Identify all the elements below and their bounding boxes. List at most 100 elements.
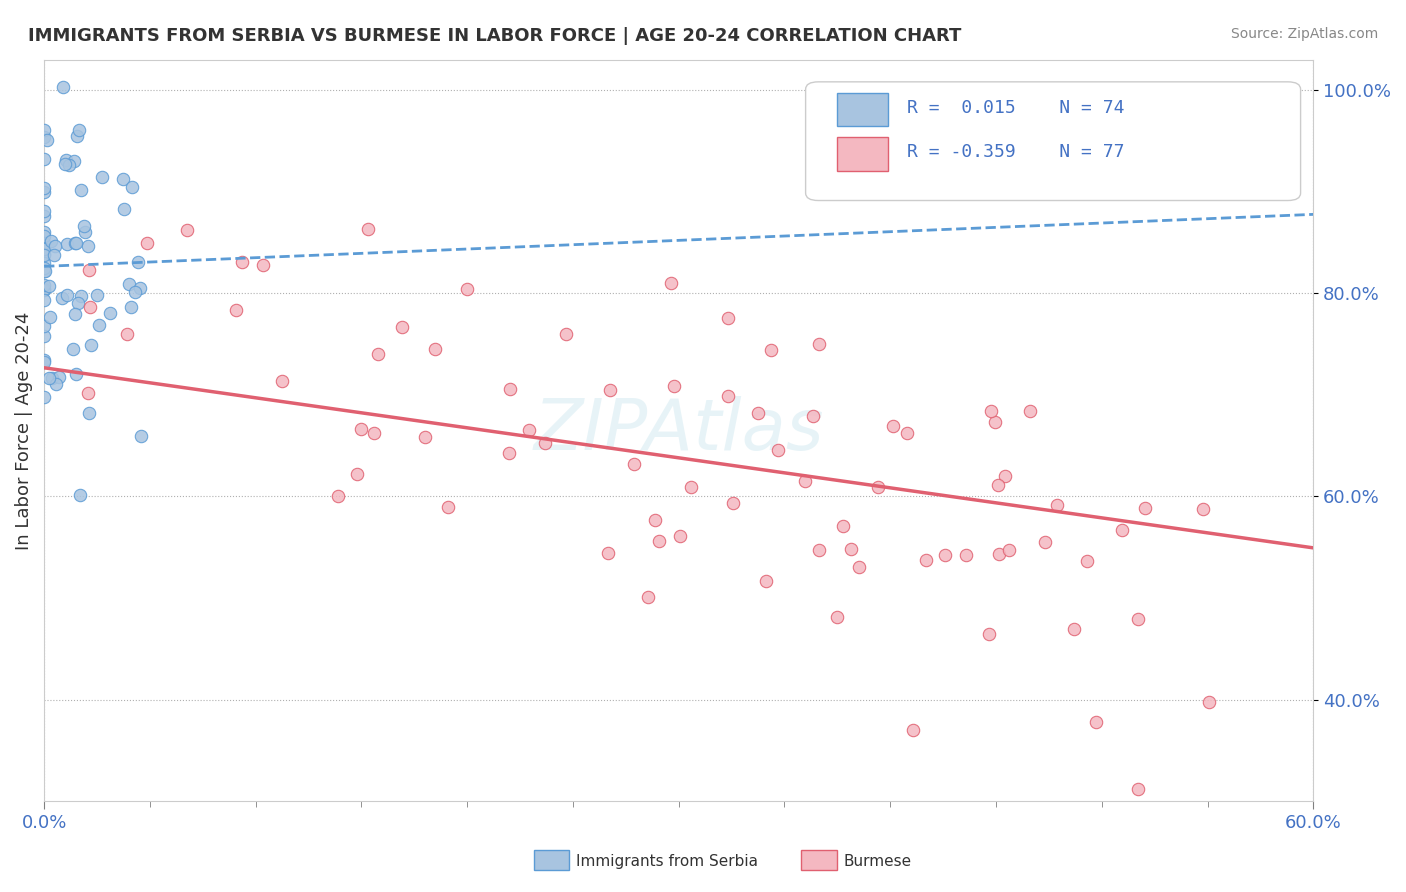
Point — [980, 404, 1002, 418]
Point — [32, 390, 55, 404]
Point — [38, 371, 60, 385]
Point — [124, 285, 146, 299]
Point — [32, 328, 55, 343]
Y-axis label: In Labor Force | Age 20-24: In Labor Force | Age 20-24 — [15, 311, 32, 549]
Point — [659, 277, 682, 291]
Point — [66, 128, 89, 143]
Point — [32, 209, 55, 223]
Point — [1135, 501, 1157, 516]
Point — [70, 183, 93, 197]
Point — [747, 405, 769, 419]
Point — [717, 389, 740, 403]
Point — [55, 153, 77, 168]
Point — [534, 435, 557, 450]
Point — [32, 283, 55, 297]
Point — [363, 426, 385, 441]
Point — [32, 264, 55, 278]
Point — [80, 338, 103, 352]
Point — [1046, 498, 1069, 512]
Point — [32, 186, 55, 200]
Point — [882, 419, 904, 434]
Point — [681, 480, 703, 494]
Point — [839, 542, 862, 557]
Point — [499, 382, 522, 396]
Point — [32, 236, 55, 251]
Point — [45, 376, 67, 391]
Point — [65, 307, 87, 321]
FancyBboxPatch shape — [838, 93, 889, 127]
Point — [65, 367, 87, 381]
FancyBboxPatch shape — [806, 82, 1301, 201]
Point — [32, 355, 55, 369]
Point — [32, 282, 55, 296]
Point — [555, 326, 578, 341]
Point — [38, 279, 60, 293]
Point — [63, 153, 86, 168]
Point — [831, 519, 853, 533]
Point — [77, 386, 100, 401]
Point — [648, 533, 671, 548]
Point — [66, 296, 89, 310]
Point — [176, 223, 198, 237]
Point — [423, 342, 446, 356]
Point — [637, 591, 659, 605]
Point — [32, 225, 55, 239]
Point — [413, 430, 436, 444]
Point — [48, 370, 70, 384]
Point — [32, 318, 55, 333]
Point — [32, 181, 55, 195]
Point — [51, 291, 73, 305]
Point — [67, 123, 90, 137]
Point — [32, 353, 55, 368]
Point — [127, 254, 149, 268]
Point — [599, 384, 621, 398]
Point — [39, 234, 62, 248]
Text: Burmese: Burmese — [844, 855, 911, 869]
Point — [91, 170, 114, 185]
Point — [1019, 404, 1042, 418]
Point — [987, 477, 1010, 491]
Point — [914, 553, 936, 567]
Point — [326, 490, 349, 504]
Point — [77, 263, 100, 277]
Point — [596, 546, 619, 560]
Point — [456, 282, 478, 296]
Point — [231, 255, 253, 269]
Point — [32, 228, 55, 243]
Point — [766, 443, 789, 458]
Point — [35, 132, 58, 146]
Point — [1126, 612, 1149, 626]
Point — [721, 495, 744, 509]
Point — [1111, 523, 1133, 537]
Point — [367, 347, 389, 361]
Text: R =  0.015    N = 74: R = 0.015 N = 74 — [907, 99, 1125, 117]
Point — [58, 158, 80, 172]
Point — [32, 122, 55, 136]
Point — [69, 289, 91, 303]
Point — [79, 301, 101, 315]
Point — [79, 406, 101, 420]
Point — [118, 277, 141, 291]
Point — [1063, 622, 1085, 636]
Point — [827, 610, 849, 624]
Point — [955, 549, 977, 563]
Point — [498, 445, 520, 459]
Point — [794, 474, 817, 488]
Point — [346, 467, 368, 482]
Point — [32, 152, 55, 166]
Point — [664, 378, 686, 392]
Point — [1192, 502, 1215, 516]
Point — [225, 303, 247, 318]
Point — [866, 480, 889, 494]
Point — [356, 222, 378, 236]
Point — [1085, 715, 1108, 730]
Point — [32, 277, 55, 292]
Point — [65, 235, 87, 250]
Point — [32, 203, 55, 218]
Point — [437, 500, 460, 515]
Point — [755, 574, 778, 589]
Point — [1076, 554, 1098, 568]
Point — [112, 172, 135, 186]
Point — [1033, 534, 1056, 549]
Point — [848, 559, 870, 574]
